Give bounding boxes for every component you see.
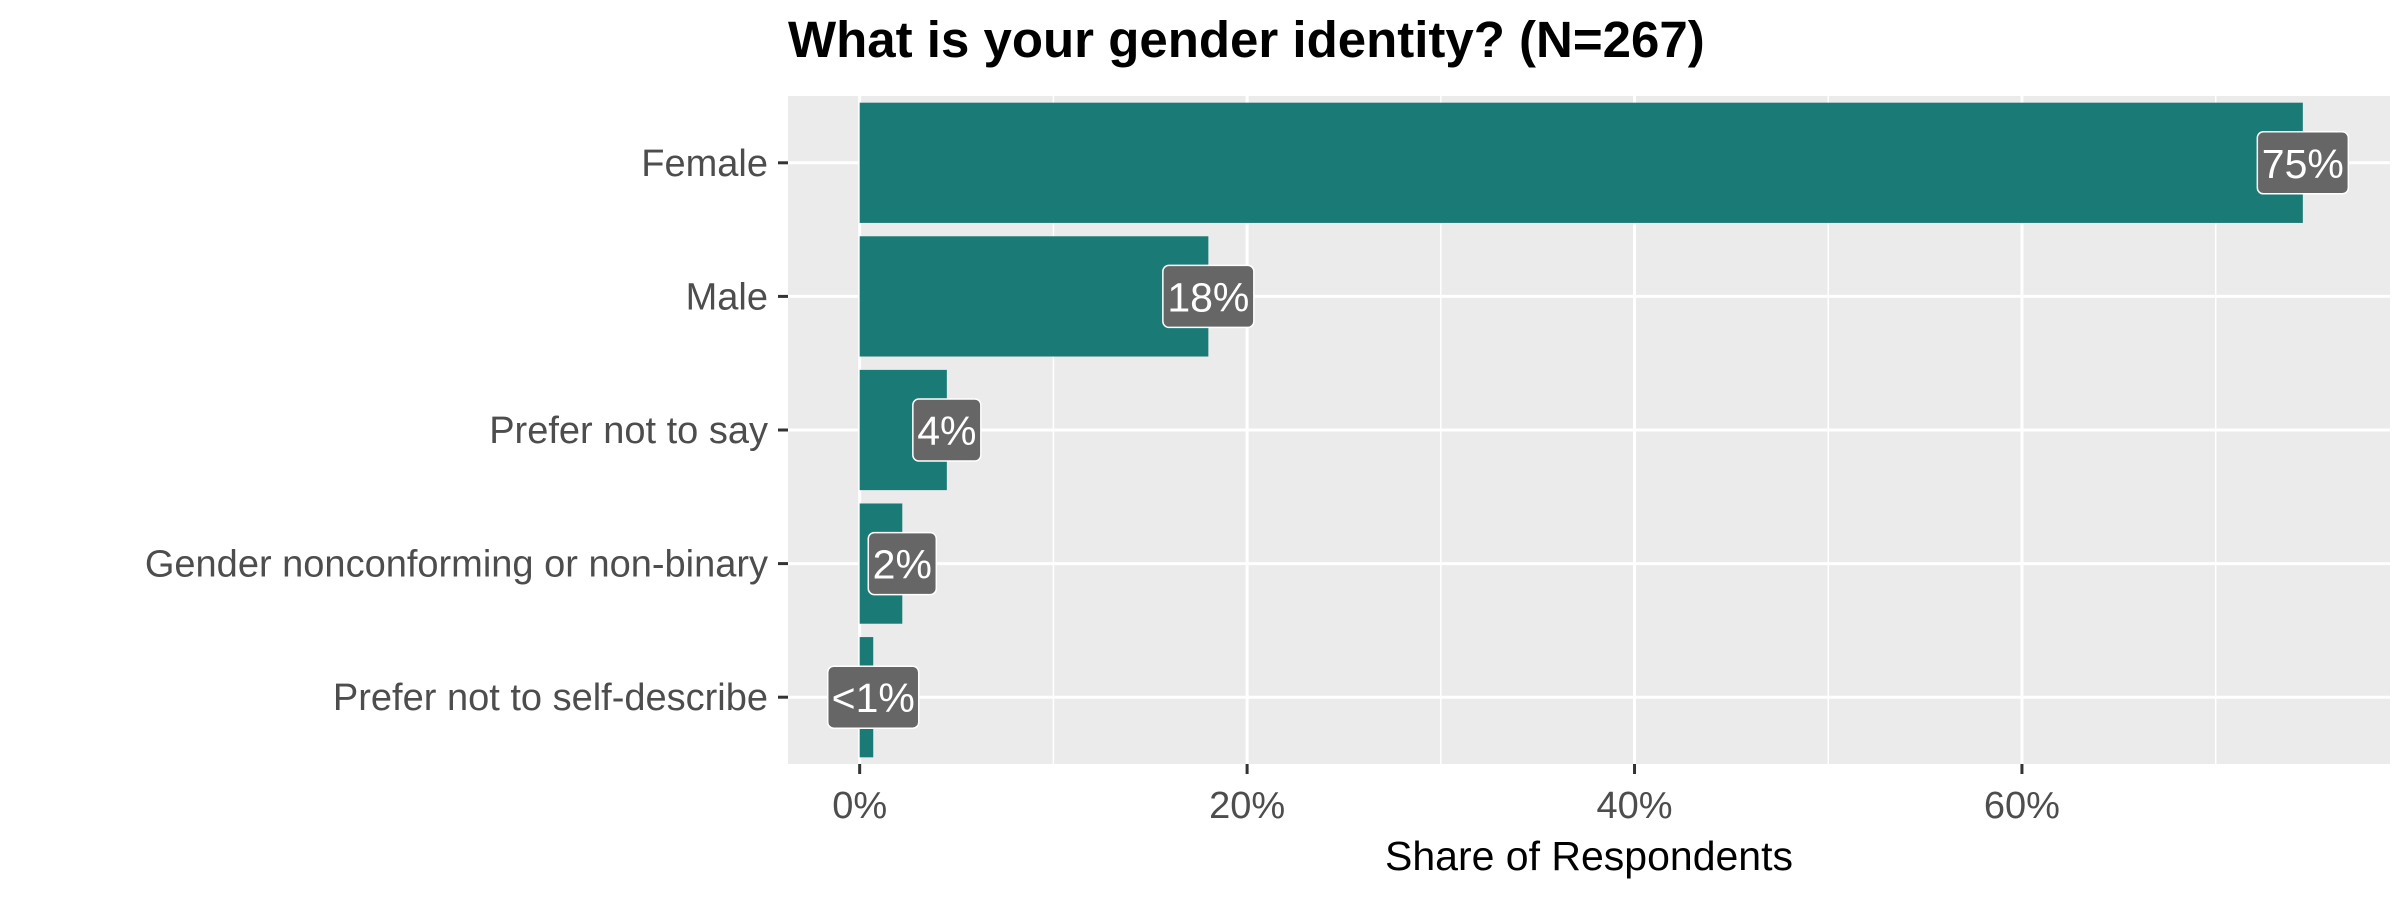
data-label-text: 75%	[2262, 141, 2344, 187]
data-label: <1%	[826, 665, 920, 729]
data-label-text: 2%	[873, 542, 932, 588]
x-tick-label: 60%	[1984, 785, 2060, 827]
category-label: Prefer not to self-describe	[333, 677, 768, 719]
category-label: Male	[686, 276, 768, 318]
x-tick-label: 40%	[1596, 785, 1672, 827]
data-label: 75%	[2256, 131, 2350, 195]
data-label: 4%	[912, 398, 982, 462]
data-label-text: 18%	[1167, 274, 1249, 320]
data-label: 18%	[1162, 264, 1255, 329]
data-label-box	[912, 398, 982, 462]
y-axis: Female Male Prefer not to say Gender noncon…	[145, 143, 788, 719]
x-axis-title: Share of Respondents	[1385, 833, 1793, 879]
data-label-text: <1%	[832, 675, 915, 721]
data-label-box	[1162, 264, 1255, 329]
data-label-box	[2256, 131, 2350, 195]
data-label: 2%	[867, 531, 938, 596]
bar	[859, 102, 2303, 223]
bars	[859, 102, 2303, 758]
category-label: Prefer not to say	[489, 410, 768, 452]
data-label-text: 4%	[917, 408, 976, 454]
x-tick-label: 20%	[1209, 785, 1285, 827]
chart-title: What is your gender identity? (N=267)	[788, 11, 1705, 68]
bar	[859, 236, 1209, 357]
x-axis: 0% 20% 40% 60%	[832, 764, 2060, 827]
category-label: Gender nonconforming or non-binary	[145, 544, 768, 586]
x-tick-label: 0%	[832, 785, 887, 827]
data-label-box	[867, 531, 938, 596]
data-label-box	[826, 665, 920, 729]
category-label: Female	[641, 143, 768, 185]
data-labels: 75% 18% 4% 2% <1%	[826, 131, 2350, 729]
